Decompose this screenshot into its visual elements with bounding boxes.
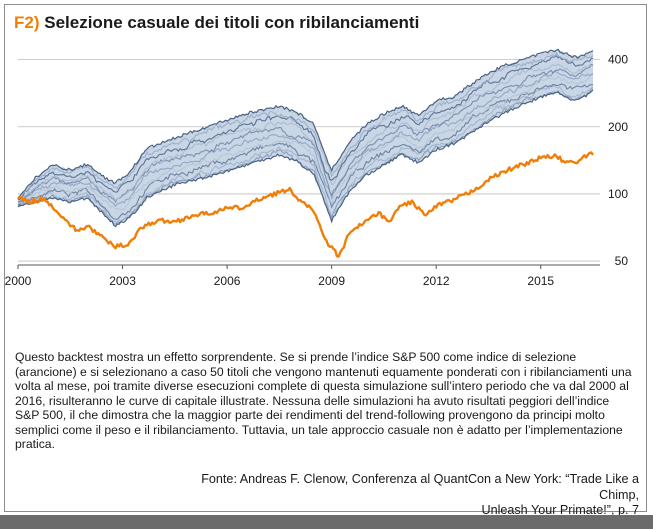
simulation-line: [17, 83, 594, 221]
simulation-line: [17, 73, 594, 211]
simulation-bound-line: [17, 48, 594, 200]
y-tick-label: 400: [608, 53, 628, 67]
simulation-line: [17, 63, 594, 204]
sp500-line: [17, 151, 594, 258]
x-axis: 2000 2003 2006 2009 2012 2015: [5, 264, 600, 288]
simulation-line: [17, 63, 594, 202]
simulation-band: [17, 48, 594, 228]
simulation-line: [17, 70, 594, 207]
x-tick-label: 2009: [318, 274, 345, 288]
bottom-bar: [0, 515, 653, 529]
figure-title-text: Selezione casuale dei titoli con ribilan…: [44, 13, 420, 32]
x-tick-label: 2003: [109, 274, 136, 288]
source-line-1: Fonte: Andreas F. Clenow, Conferenza al …: [201, 472, 639, 502]
figure-caption: Questo backtest mostra un effetto sorpre…: [15, 350, 632, 451]
y-tick-label: 50: [615, 254, 629, 268]
simulation-line: [17, 83, 594, 224]
series-lines: [17, 151, 594, 258]
simulation-band-fill: [18, 50, 593, 226]
x-tick-label: 2012: [423, 274, 450, 288]
simulation-line: [17, 52, 594, 200]
simulation-line: [17, 55, 594, 200]
figure-label: F2): [14, 13, 40, 32]
y-tick-label: 100: [608, 187, 628, 201]
simulation-line: [17, 87, 594, 225]
x-tick-label: 2006: [214, 274, 241, 288]
y-tick-label: 200: [608, 120, 628, 134]
figure-title: F2) Selezione casuale dei titoli con rib…: [14, 13, 419, 33]
source-line-2: Unleash Your Primate!”, p. 7: [481, 503, 639, 517]
y-axis: 400 200 100 50: [608, 53, 628, 268]
simulation-bound-line: [17, 89, 594, 228]
figure-source: Fonte: Andreas F. Clenow, Conferenza al …: [199, 472, 639, 519]
x-tick-label: 2000: [5, 274, 32, 288]
x-tick-label: 2015: [527, 274, 554, 288]
equity-curve-chart: 2000 2003 2006 2009 2012 2015 400 200 100 50: [5, 48, 628, 288]
